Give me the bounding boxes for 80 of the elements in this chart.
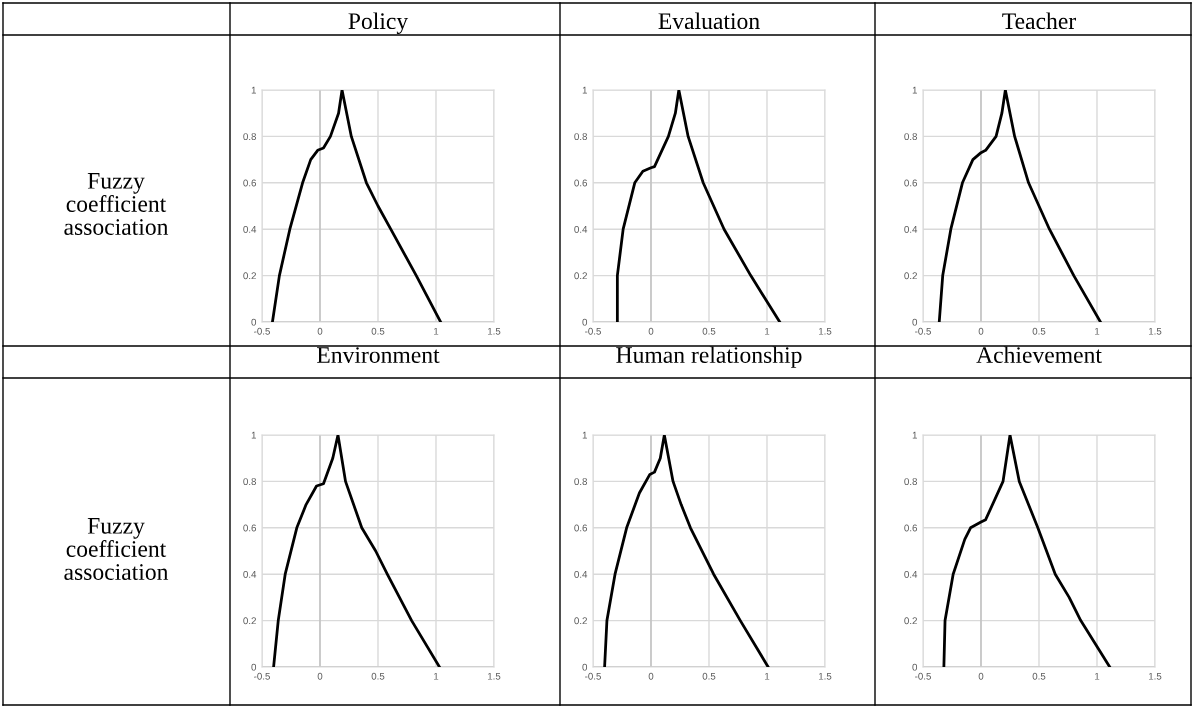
y-tick-label: 0.6 — [243, 524, 257, 532]
chart-title: Teacher — [1002, 12, 1076, 30]
line-series — [942, 435, 1112, 667]
y-tick-label: 0.6 — [574, 179, 588, 187]
x-tick-label: 1 — [434, 327, 439, 335]
line-series — [603, 435, 770, 667]
x-tick-label: 0 — [648, 327, 654, 335]
x-tick-label: 1 — [434, 672, 439, 680]
x-tick-label: -0.5 — [254, 672, 270, 680]
x-tick-label: 1 — [765, 672, 770, 680]
chart-title: Achievement — [976, 346, 1102, 364]
y-tick-label: 0.2 — [904, 617, 917, 625]
y-tick-label: 1 — [912, 431, 917, 439]
x-tick-label: -0.5 — [915, 672, 931, 680]
x-tick-label: 1.5 — [818, 672, 832, 680]
line-series — [271, 90, 443, 322]
y-tick-label: 1 — [251, 431, 256, 439]
y-tick-label: 0.4 — [243, 570, 257, 578]
y-tick-label: 0 — [251, 663, 257, 671]
y-tick-label: 0.6 — [574, 524, 588, 532]
y-tick-label: 0.2 — [904, 272, 917, 280]
chart-title: Environment — [317, 347, 440, 364]
x-tick-label: 1.5 — [487, 327, 501, 335]
y-tick-label: 0.2 — [574, 617, 587, 625]
y-tick-label: 0.8 — [574, 133, 588, 141]
y-tick-label: 0.6 — [904, 179, 918, 187]
x-tick-label: 1.5 — [1148, 327, 1162, 335]
y-tick-label: 1 — [251, 86, 256, 94]
x-tick-label: 0.5 — [1032, 672, 1046, 680]
y-tick-label: 0 — [582, 318, 588, 326]
chart-title: Human relationship — [616, 346, 802, 368]
x-tick-label: 0.5 — [702, 327, 716, 335]
x-tick-label: 0.5 — [371, 327, 385, 335]
y-tick-label: 0.4 — [574, 570, 588, 578]
x-tick-label: 0.5 — [371, 672, 385, 680]
y-tick-label: 0.8 — [904, 478, 918, 486]
y-tick-label: 0.6 — [243, 179, 257, 187]
x-tick-label: 1 — [765, 327, 770, 335]
x-tick-label: 1 — [1095, 672, 1100, 680]
x-tick-label: 0 — [317, 672, 323, 680]
line-series — [937, 90, 1102, 322]
x-tick-label: 0 — [648, 672, 654, 680]
text: Fuzzy coefficient association — [64, 173, 169, 235]
x-tick-label: 1 — [1095, 327, 1100, 335]
x-tick-label: 0 — [317, 327, 323, 335]
y-tick-label: 0.4 — [904, 225, 918, 233]
y-tick-label: 0.2 — [574, 272, 587, 280]
x-tick-label: 0.5 — [702, 672, 716, 680]
y-tick-label: 0.4 — [574, 225, 588, 233]
y-tick-label: 0 — [582, 663, 588, 671]
text: Fuzzy coefficient association — [64, 518, 169, 580]
y-tick-label: 0.8 — [243, 133, 257, 141]
line-series — [615, 90, 782, 322]
chart-title: Policy — [348, 12, 409, 34]
y-tick-label: 0.4 — [243, 225, 257, 233]
x-tick-label: 1.5 — [818, 327, 832, 335]
x-tick-label: -0.5 — [915, 327, 931, 335]
x-tick-label: -0.5 — [585, 327, 601, 335]
y-tick-label: 0.2 — [243, 272, 256, 280]
y-tick-label: 1 — [582, 86, 587, 94]
y-tick-label: 0.8 — [243, 478, 257, 486]
x-tick-label: 1.5 — [1148, 672, 1162, 680]
y-tick-label: 0 — [912, 663, 918, 671]
y-tick-label: 0.6 — [904, 524, 918, 532]
x-tick-label: 0 — [978, 672, 984, 680]
y-tick-label: 0.8 — [904, 133, 918, 141]
y-tick-label: 0.4 — [904, 570, 918, 578]
x-tick-label: 0 — [978, 327, 984, 335]
y-tick-label: 1 — [582, 431, 587, 439]
x-tick-label: -0.5 — [585, 672, 601, 680]
chart-title: Evaluation — [658, 12, 760, 30]
x-tick-label: 0.5 — [1032, 327, 1046, 335]
y-tick-label: 0 — [912, 318, 918, 326]
y-tick-label: 0.2 — [243, 617, 256, 625]
y-tick-label: 0.8 — [574, 478, 588, 486]
line-series — [272, 435, 441, 667]
y-tick-label: 1 — [912, 86, 917, 94]
x-tick-label: 1.5 — [487, 672, 501, 680]
y-tick-label: 0 — [251, 318, 257, 326]
x-tick-label: -0.5 — [254, 327, 270, 335]
